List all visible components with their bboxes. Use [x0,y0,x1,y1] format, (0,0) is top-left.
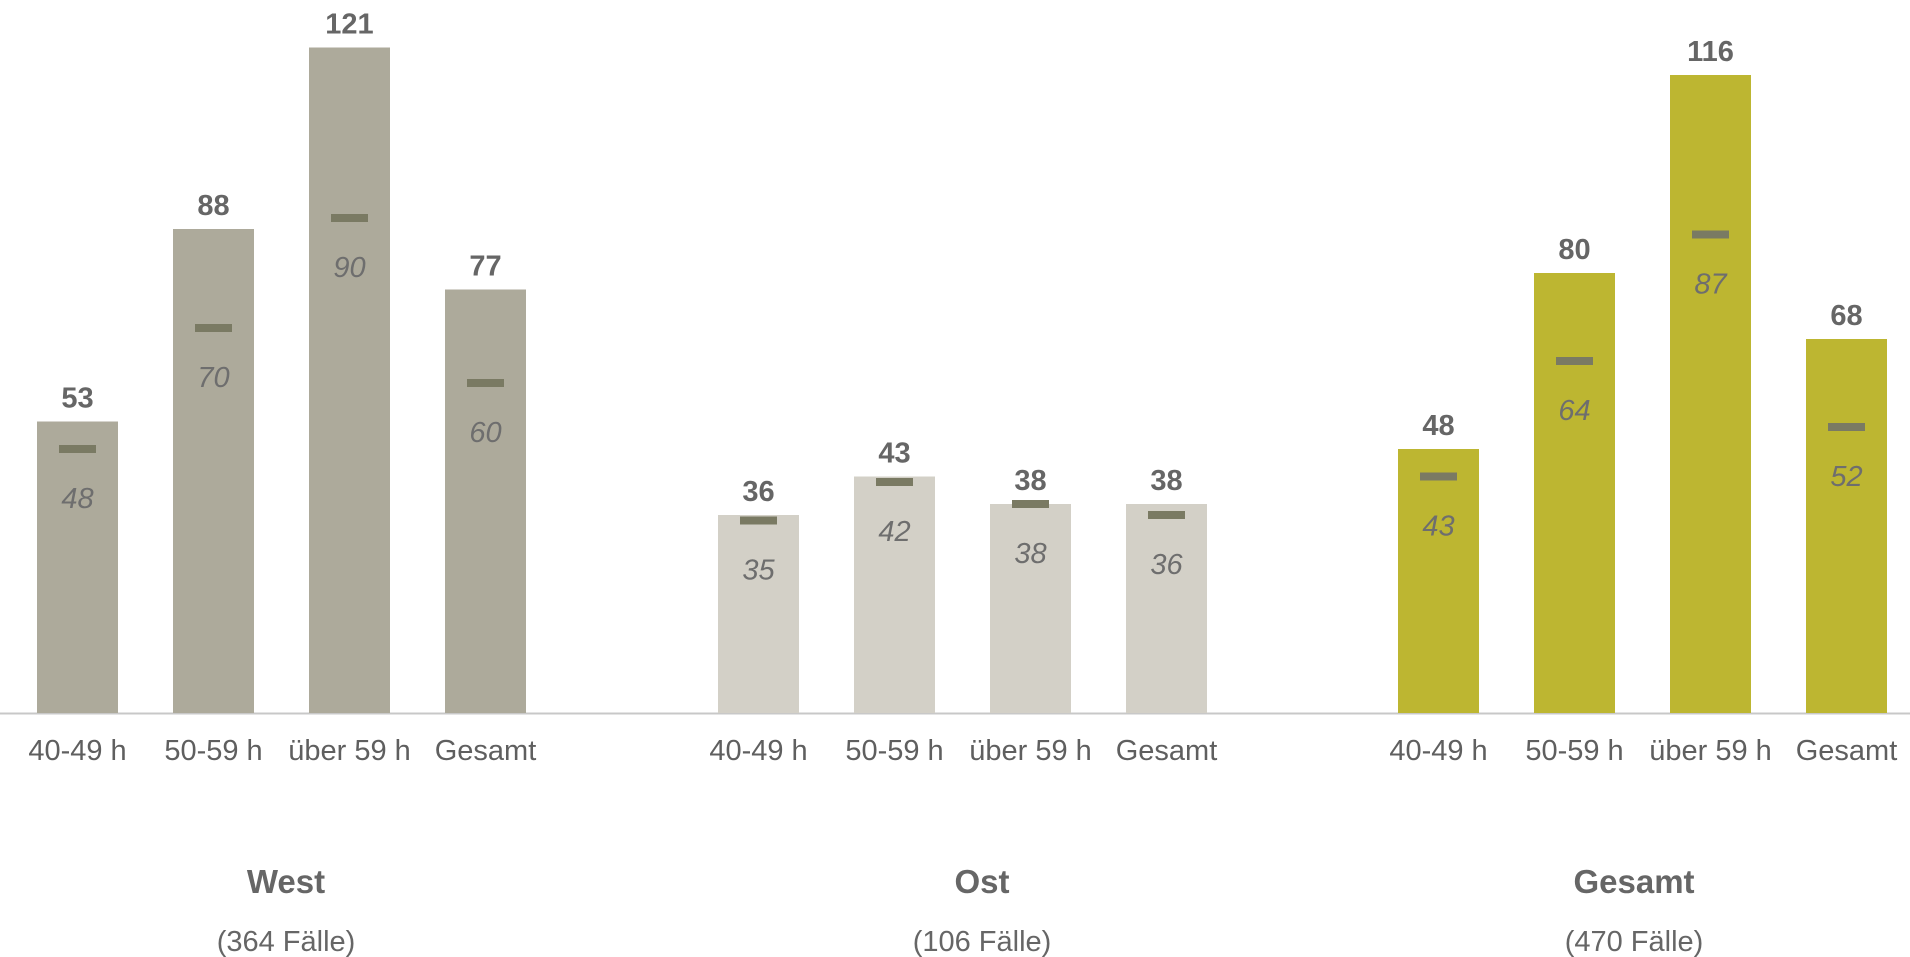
bar-ost-3 [990,504,1071,713]
value-label-ost-3: 38 [1014,465,1046,497]
group-cases-west: (364 Fälle) [217,926,356,957]
value-label-west-4: 77 [469,251,501,283]
marker-label-west-4: 60 [469,417,501,449]
x-tick-label-gesamt-2: 50-59 h [1525,735,1623,767]
marker-ost-4 [1148,511,1185,519]
marker-label-gesamt-3: 87 [1694,269,1728,301]
bar-ost-1 [718,515,799,713]
value-label-gesamt-2: 80 [1558,234,1590,266]
bar-gesamt-4 [1806,339,1887,713]
bar-ost-4 [1126,504,1207,713]
bar-gesamt-2 [1534,273,1615,713]
value-label-west-3: 121 [325,9,373,41]
bar-west-3 [309,47,390,713]
marker-label-gesamt-2: 64 [1558,395,1590,427]
marker-label-gesamt-1: 43 [1422,511,1454,543]
x-tick-label-west-2: 50-59 h [164,735,262,767]
x-tick-label-west-1: 40-49 h [28,735,126,767]
marker-west-1 [59,445,96,453]
x-tick-label-west-3: über 59 h [288,735,411,767]
value-label-gesamt-3: 116 [1687,36,1734,68]
marker-ost-3 [1012,500,1049,508]
x-tick-label-gesamt-1: 40-49 h [1389,735,1487,767]
x-tick-label-ost-4: Gesamt [1116,735,1218,767]
marker-gesamt-3 [1692,230,1729,239]
group-title-west: West [247,863,325,900]
group-cases-gesamt: (470 Fälle) [1565,926,1704,957]
value-label-west-2: 88 [197,190,229,222]
marker-ost-2 [876,478,913,486]
x-tick-label-ost-1: 40-49 h [709,735,807,767]
marker-label-ost-2: 42 [878,516,910,548]
x-tick-label-ost-2: 50-59 h [845,735,943,767]
marker-label-gesamt-4: 52 [1830,461,1862,493]
bar-ost-2 [854,476,935,713]
group-title-ost: Ost [954,863,1009,900]
x-tick-label-ost-3: über 59 h [969,735,1092,767]
value-label-west-1: 53 [61,383,93,415]
marker-label-ost-1: 35 [742,555,775,587]
marker-gesamt-2 [1556,357,1593,365]
x-tick-label-gesamt-3: über 59 h [1649,735,1772,767]
value-label-gesamt-4: 68 [1830,300,1862,332]
marker-label-west-2: 70 [197,362,229,394]
marker-west-3 [331,214,368,222]
marker-label-west-1: 48 [61,483,93,515]
marker-gesamt-1 [1420,472,1457,481]
bar-west-1 [37,421,118,713]
value-label-gesamt-1: 48 [1422,410,1454,442]
x-tick-label-west-4: Gesamt [435,735,537,767]
x-tick-label-gesamt-4: Gesamt [1796,735,1898,767]
value-label-ost-2: 43 [878,438,910,470]
marker-west-4 [467,379,504,387]
marker-west-2 [195,324,232,332]
marker-label-ost-3: 38 [1014,538,1046,570]
marker-ost-1 [740,516,777,525]
group-cases-ost: (106 Fälle) [913,926,1052,957]
value-label-ost-1: 36 [742,476,774,508]
bar-west-4 [445,289,526,713]
marker-label-west-3: 90 [333,252,365,284]
group-title-gesamt: Gesamt [1573,863,1694,900]
bar-west-2 [173,229,254,713]
value-label-ost-4: 38 [1150,465,1182,497]
bar-gesamt-1 [1398,449,1479,713]
marker-label-ost-4: 36 [1150,549,1183,581]
bar-gesamt-3 [1670,75,1751,713]
marker-gesamt-4 [1828,423,1865,431]
